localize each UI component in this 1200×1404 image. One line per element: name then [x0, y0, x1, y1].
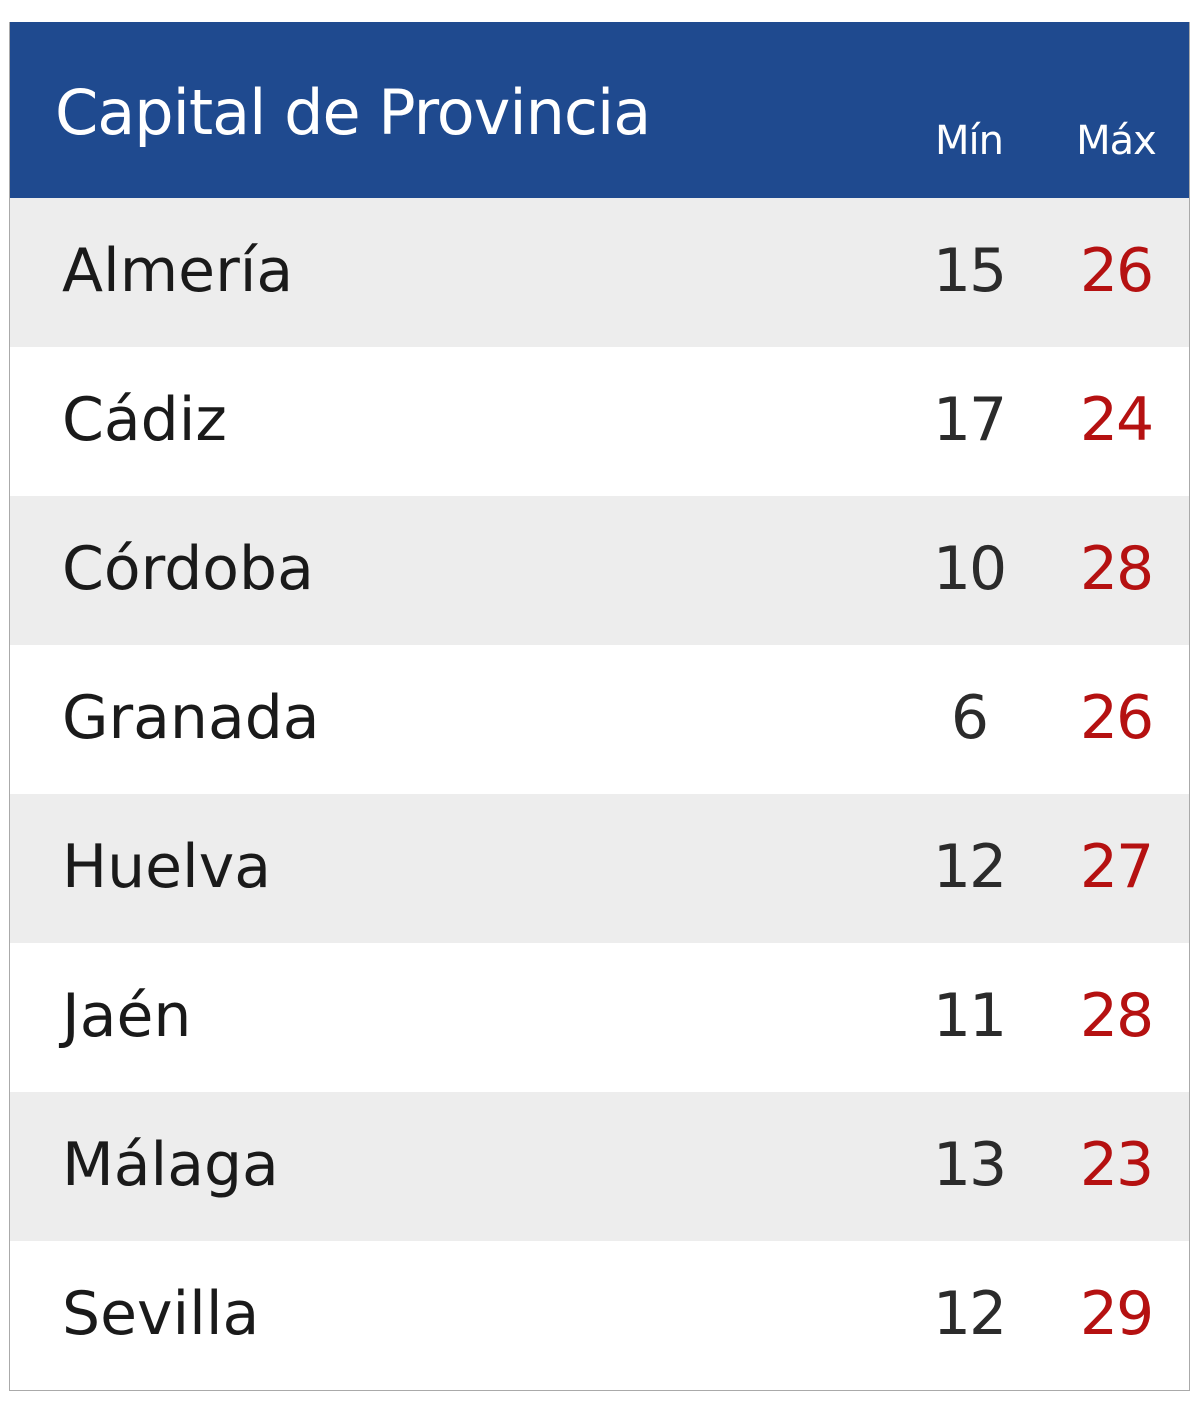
- table-row: Málaga 13 23: [10, 1092, 1189, 1241]
- max-temperature: 29: [1079, 1279, 1154, 1349]
- min-temperature: 13: [932, 1130, 1007, 1200]
- city-name: Málaga: [62, 1130, 279, 1200]
- table-row: Jaén 11 28: [10, 943, 1189, 1092]
- min-temperature: 11: [932, 981, 1007, 1051]
- max-temperature: 26: [1079, 236, 1154, 306]
- max-temperature: 23: [1079, 1130, 1154, 1200]
- table-row: Granada 6 26: [10, 645, 1189, 794]
- column-header-city: Capital de Provincia: [55, 76, 651, 149]
- min-temperature: 6: [950, 683, 989, 753]
- min-temperature: 12: [932, 832, 1007, 902]
- min-temperature: 15: [932, 236, 1007, 306]
- min-temperature: 10: [932, 534, 1007, 604]
- column-header-max: Máx: [1076, 118, 1157, 164]
- city-name: Cádiz: [62, 385, 227, 455]
- city-name: Jaén: [62, 981, 192, 1051]
- min-temperature: 17: [932, 385, 1007, 455]
- table-header: Capital de Provincia Mín Máx: [10, 22, 1189, 198]
- temperature-table: Capital de Provincia Mín Máx Almería 15 …: [9, 22, 1190, 1391]
- max-temperature: 28: [1079, 534, 1154, 604]
- table-row: Sevilla 12 29: [10, 1241, 1189, 1390]
- column-header-min: Mín: [935, 118, 1004, 164]
- table-body: Almería 15 26 Cádiz 17 24 Córdoba 10 28 Gra…: [10, 198, 1189, 1390]
- city-name: Almería: [62, 236, 294, 306]
- city-name: Granada: [62, 683, 320, 753]
- city-name: Córdoba: [62, 534, 314, 604]
- min-temperature: 12: [932, 1279, 1007, 1349]
- table-row: Córdoba 10 28: [10, 496, 1189, 645]
- table-row: Huelva 12 27: [10, 794, 1189, 943]
- table-row: Almería 15 26: [10, 198, 1189, 347]
- table-row: Cádiz 17 24: [10, 347, 1189, 496]
- max-temperature: 27: [1079, 832, 1154, 902]
- city-name: Huelva: [62, 832, 272, 902]
- max-temperature: 24: [1079, 385, 1154, 455]
- max-temperature: 28: [1079, 981, 1154, 1051]
- city-name: Sevilla: [62, 1279, 260, 1349]
- max-temperature: 26: [1079, 683, 1154, 753]
